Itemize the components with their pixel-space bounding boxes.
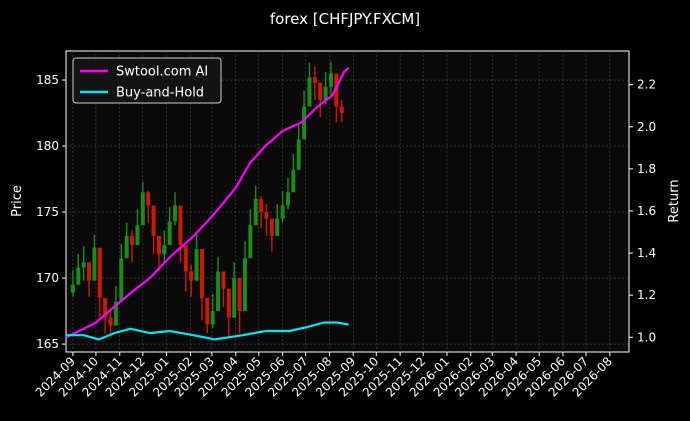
price-candle-body: [269, 218, 274, 236]
price-candle-body: [87, 262, 92, 281]
price-candle-body: [307, 77, 312, 107]
price-candle-body: [210, 311, 215, 325]
price-candle-body: [296, 139, 301, 170]
price-candle-body: [140, 192, 145, 226]
legend: Swtool.com AI Buy-and-Hold: [72, 57, 222, 104]
y-right-tick-label: 1.0: [637, 330, 656, 344]
series-line-swtool-ai: [65, 66, 350, 339]
price-candle-body: [103, 297, 108, 318]
price-candle-body: [70, 284, 75, 293]
y-left-tick-label: 165: [36, 337, 59, 351]
y-right-tick-label: 2.0: [637, 120, 656, 134]
price-candles: [70, 61, 344, 338]
price-candle-body: [221, 271, 226, 289]
price-candle-body: [189, 271, 194, 281]
price-candle-body: [199, 249, 204, 298]
y-left-tick-label: 185: [36, 73, 59, 87]
price-candle-body: [339, 106, 344, 114]
price-candle-body: [285, 192, 290, 206]
price-candle-body: [291, 169, 296, 193]
price-candle-body: [130, 235, 135, 246]
price-candle-body: [119, 258, 124, 302]
price-candle-body: [162, 245, 167, 255]
price-candle-body: [312, 77, 317, 83]
y-right-tick-label: 1.8: [637, 162, 656, 176]
price-candle-body: [259, 198, 264, 213]
y-right-tick-label: 1.6: [637, 204, 656, 218]
price-candle-body: [302, 106, 307, 140]
price-candle-body: [124, 235, 129, 259]
price-candle-body: [237, 278, 242, 312]
price-candle-body: [280, 205, 285, 219]
y-left-tick-label: 175: [36, 205, 59, 219]
price-candle-body: [97, 247, 102, 298]
legend-box: [72, 57, 222, 104]
price-candle-body: [264, 212, 269, 219]
y-right-tick-label: 1.2: [637, 288, 656, 302]
y-left-tick-label: 180: [36, 139, 59, 153]
left-axis-label: Price: [10, 185, 25, 217]
price-candle-body: [232, 278, 237, 318]
chart-title: forex [CHFJPY.FXCM]: [270, 10, 420, 28]
price-candle-body: [226, 288, 231, 318]
price-candle-body: [328, 73, 333, 87]
price-candle-body: [135, 225, 140, 246]
legend-label: Swtool.com AI: [116, 65, 208, 80]
price-candle-body: [275, 218, 280, 236]
price-candle-body: [323, 86, 328, 100]
price-candle-body: [108, 317, 113, 326]
y-left-tick-label: 170: [36, 271, 59, 285]
price-candle-body: [194, 249, 199, 281]
price-candle-body: [76, 267, 81, 285]
price-candle-body: [173, 205, 178, 222]
price-candle-body: [242, 258, 247, 312]
price-candle-body: [151, 205, 156, 236]
return-lines: [65, 66, 350, 341]
legend-label: Buy-and-Hold: [116, 86, 204, 101]
price-candle-body: [81, 262, 86, 268]
price-candle-body: [216, 271, 221, 312]
price-candle-body: [92, 247, 97, 281]
y-right-tick-label: 1.4: [637, 246, 656, 260]
price-candle-body: [146, 192, 151, 206]
price-candle-body: [253, 198, 258, 226]
price-candle-body: [248, 225, 253, 259]
price-candle-body: [156, 235, 161, 255]
series-line-buy-and-hold: [66, 321, 349, 341]
price-candle-body: [205, 297, 210, 325]
price-candle-body: [334, 73, 339, 107]
right-axis-label: Return: [667, 179, 682, 222]
price-candle-body: [183, 245, 188, 272]
price-candle-body: [167, 221, 172, 246]
price-candle-body: [318, 82, 323, 100]
price-candle-body: [113, 301, 118, 326]
y-right-tick-label: 2.2: [637, 78, 656, 92]
price-candle-body: [178, 205, 183, 246]
